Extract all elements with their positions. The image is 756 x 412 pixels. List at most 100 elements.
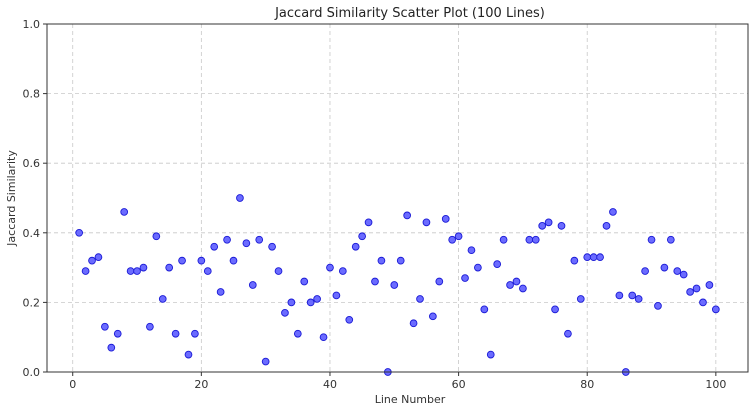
scatter-point: [641, 267, 649, 275]
y-tick-label: 0.2: [23, 296, 41, 309]
x-tick-label: 80: [580, 378, 594, 391]
scatter-point: [326, 263, 334, 272]
scatter-point: [396, 256, 405, 265]
scatter-point: [660, 263, 669, 272]
scatter-point: [602, 221, 611, 230]
scatter-point: [609, 208, 617, 216]
scatter-point: [647, 235, 656, 244]
y-tick-label: 0.4: [23, 227, 41, 240]
scatter-point: [435, 277, 444, 286]
scatter-point: [236, 194, 244, 202]
scatter-point: [126, 267, 135, 275]
x-axis-label: Line Number: [375, 393, 446, 406]
scatter-point: [686, 288, 694, 296]
scatter-point: [293, 329, 302, 338]
scatter-point: [191, 329, 199, 338]
scatter-point: [255, 235, 264, 244]
scatter-point: [467, 246, 476, 255]
scatter-point: [306, 298, 315, 307]
scatter-point: [615, 291, 624, 300]
scatter-point: [229, 256, 238, 265]
scatter-point: [699, 298, 707, 307]
scatter-point: [210, 242, 219, 251]
scatter-point: [274, 267, 283, 275]
scatter-point: [133, 267, 141, 275]
scatter-point: [107, 343, 116, 352]
scatter-point: [403, 211, 412, 220]
scatter-point: [113, 329, 122, 338]
scatter-point: [390, 281, 399, 289]
scatter-point: [120, 208, 129, 216]
scatter-point: [261, 357, 270, 366]
scatter-point: [377, 256, 386, 265]
scatter-point: [313, 295, 321, 303]
scatter-point: [673, 267, 682, 275]
scatter-point: [345, 315, 354, 324]
scatter-point: [171, 329, 180, 338]
scatter-point: [203, 267, 212, 275]
scatter-point: [165, 263, 174, 272]
scatter-point: [88, 256, 96, 265]
x-tick-label: 0: [69, 378, 76, 391]
scatter-point: [480, 305, 489, 314]
scatter-point: [441, 215, 450, 223]
scatter-point: [94, 253, 103, 262]
scatter-point: [75, 228, 84, 237]
chart-title: Jaccard Similarity Scatter Plot (100 Lin…: [274, 6, 545, 21]
scatter-point: [351, 242, 360, 251]
ticks-layer: 0 20 40 60 80 100 0.0 0.2 0.4 0.6 0.8 1.0: [23, 18, 727, 391]
scatter-point: [319, 333, 328, 342]
scatter-point: [300, 277, 309, 286]
y-axis-label: Jaccard Similarity: [5, 150, 18, 247]
scatter-point: [268, 242, 276, 251]
x-tick-label: 40: [323, 378, 337, 391]
grid-layer: [47, 23, 748, 373]
scatter-point: [525, 235, 534, 244]
scatter-point: [184, 350, 193, 359]
scatter-point: [705, 281, 714, 289]
scatter-point: [596, 253, 604, 262]
y-tick-label: 0.6: [23, 157, 41, 170]
scatter-point: [146, 322, 154, 331]
scatter-point: [101, 322, 109, 331]
scatter-point: [711, 305, 720, 314]
scatter-point: [371, 277, 379, 286]
y-tick-label: 0.8: [23, 88, 41, 101]
scatter-point: [576, 295, 585, 303]
x-tick-label: 20: [194, 378, 208, 391]
scatter-point: [332, 291, 341, 300]
scatter-point: [628, 291, 637, 300]
y-tick-label: 1.0: [23, 18, 41, 31]
scatter-point: [531, 235, 540, 244]
scatter-point: [634, 295, 643, 303]
scatter-point: [248, 281, 257, 289]
scatter-point: [666, 235, 675, 244]
scatter-point: [551, 305, 559, 314]
scatter-point: [416, 295, 424, 303]
scatter-point: [499, 235, 508, 244]
scatter-point: [474, 263, 482, 272]
scatter-point: [461, 274, 469, 282]
scatter-point: [139, 263, 148, 272]
scatter-point: [570, 256, 579, 265]
scatter-point: [583, 253, 592, 262]
scatter-point: [448, 235, 457, 244]
scatter-point: [358, 232, 366, 241]
plot-frame: [46, 23, 749, 373]
scatter-point: [589, 253, 598, 262]
points-layer: [75, 194, 720, 376]
x-tick-label: 60: [452, 378, 466, 391]
scatter-point: [223, 235, 231, 244]
scatter-point: [287, 298, 296, 307]
scatter-point: [197, 256, 206, 265]
scatter-point: [152, 232, 161, 241]
scatter-point: [679, 270, 688, 279]
scatter-point: [281, 308, 289, 317]
scatter-point: [519, 284, 527, 293]
scatter-point: [216, 288, 225, 296]
scatter-point: [557, 221, 566, 230]
scatter-point: [364, 218, 373, 227]
scatter-point: [409, 319, 418, 328]
scatter-point: [454, 232, 463, 241]
